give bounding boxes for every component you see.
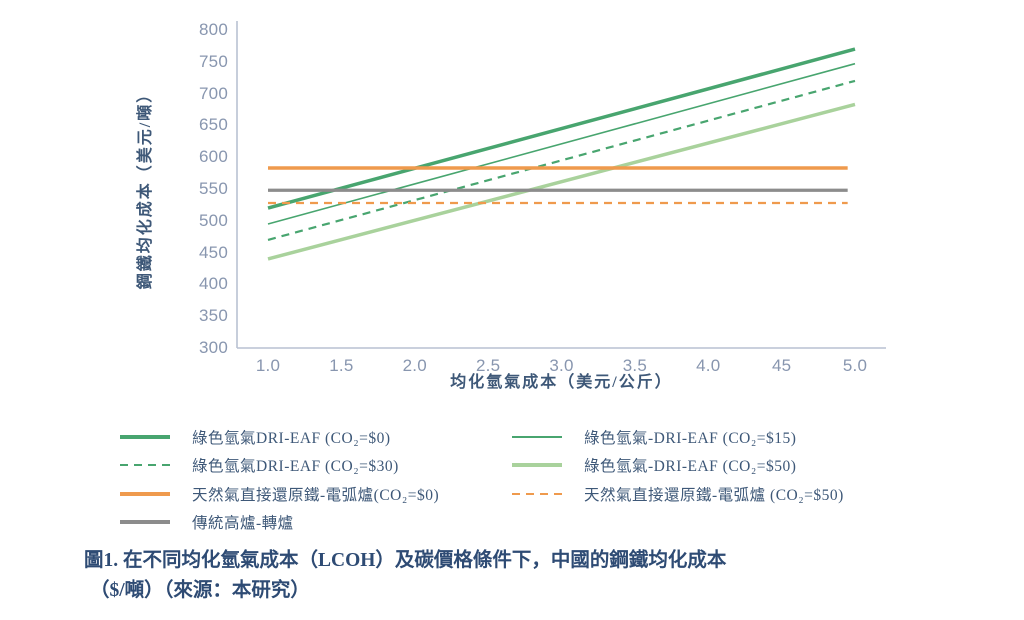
legend-row-1: 綠色氫氣DRI-EAF (CO₂=$0) 綠色氫氣-DRI-EAF (CO₂=$… (0, 428, 1024, 447)
x-tick-label-45: 45 (771, 356, 792, 375)
legend-row-4: 傳統高爐-轉爐 (0, 513, 1024, 532)
x-tick-label-1.5: 1.5 (329, 356, 354, 375)
x-tick-label-3.5: 3.5 (622, 356, 647, 375)
y-tick-label-500: 500 (199, 210, 228, 230)
legend-label-bf-bof: 傳統高爐-轉爐 (192, 515, 294, 532)
y-tick-label-350: 350 (199, 306, 228, 326)
legend-swatch-green-co2-0 (120, 435, 170, 439)
legend-label-green-co2-0: 綠色氫氣DRI-EAF (CO₂=$0) (192, 430, 391, 447)
legend-swatch-green-co2-50 (512, 463, 562, 467)
series-line-2 (267, 79, 856, 241)
legend-label-ng-co2-0: 天然氣直接還原鐵-電弧爐(CO₂=$0) (192, 487, 440, 504)
legend-item-green-co2-0: 綠色氫氣DRI-EAF (CO₂=$0) (120, 428, 391, 447)
legend-label-green-co2-50: 綠色氫氣-DRI-EAF (CO₂=$50) (584, 458, 797, 475)
legend-label-green-co2-30: 綠色氫氣DRI-EAF (CO₂=$30) (192, 458, 399, 475)
y-tick-label-550: 550 (199, 179, 228, 198)
legend-swatch-green-co2-30 (120, 463, 170, 467)
legend-label-ng-co2-50: 天然氣直接還原鐵-電弧爐 (CO₂=$50) (584, 487, 844, 504)
x-tick-label-2.5: 2.5 (476, 356, 501, 375)
caption-line-1: 圖1. 在不同均化氫氣成本（LCOH）及碳價格條件下，中國的鋼鐵均化成本 (84, 550, 727, 571)
x-tick-label-2.0: 2.0 (402, 356, 427, 375)
x-tick-label-3.0: 3.0 (549, 356, 574, 375)
y-tick-label-400: 400 (199, 274, 228, 294)
figure-caption: 圖1. 在不同均化氫氣成本（LCOH）及碳價格條件下，中國的鋼鐵均化成本 （$/… (84, 546, 944, 606)
y-axis-label: 鋼鐵均化成本（美元/噸） (137, 84, 154, 290)
legend-row-2: 綠色氫氣DRI-EAF (CO₂=$30) 綠色氫氣-DRI-EAF (CO₂=… (0, 456, 1024, 475)
y-tick-label-450: 450 (199, 242, 228, 262)
caption-line-2: （$/噸）（來源：本研究） (90, 580, 310, 601)
y-tick-label-300: 300 (199, 338, 228, 357)
legend-swatch-bf-bof (120, 520, 170, 524)
y-tick-label-600: 600 (199, 147, 228, 167)
y-tick-label-650: 650 (199, 115, 228, 135)
x-tick-label-1.0: 1.0 (255, 356, 281, 375)
legend-item-green-co2-50: 綠色氫氣-DRI-EAF (CO₂=$50) (512, 456, 797, 475)
series-line-1 (267, 62, 856, 225)
legend-item-ng-co2-50: 天然氣直接還原鐵-電弧爐 (CO₂=$50) (512, 485, 844, 504)
legend-item-green-co2-15: 綠色氫氣-DRI-EAF (CO₂=$15) (512, 428, 797, 447)
x-tick-label-5.0: 5.0 (842, 356, 868, 375)
x-tick-label-4.0: 4.0 (696, 356, 721, 375)
x-axis-label: 均化氫氣成本（美元/公斤） (450, 374, 673, 391)
legend-label-green-co2-15: 綠色氫氣-DRI-EAF (CO₂=$15) (584, 430, 797, 447)
series-line-3 (267, 102, 856, 261)
legend-swatch-ng-co2-50 (512, 492, 562, 496)
y-tick-label-750: 750 (199, 51, 228, 71)
legend-item-ng-co2-0: 天然氣直接還原鐵-電弧爐(CO₂=$0) (120, 485, 440, 504)
y-tick-label-800: 800 (199, 20, 228, 39)
legend-swatch-ng-co2-0 (120, 492, 170, 496)
legend-item-green-co2-30: 綠色氫氣DRI-EAF (CO₂=$30) (120, 456, 399, 475)
y-tick-label-700: 700 (199, 83, 228, 103)
series-line-0 (267, 47, 856, 210)
legend-item-bf-bof: 傳統高爐-轉爐 (120, 513, 294, 532)
legend-swatch-green-co2-15 (512, 436, 562, 438)
legend-row-3: 天然氣直接還原鐵-電弧爐(CO₂=$0) 天然氣直接還原鐵-電弧爐 (CO₂=$… (0, 485, 1024, 504)
